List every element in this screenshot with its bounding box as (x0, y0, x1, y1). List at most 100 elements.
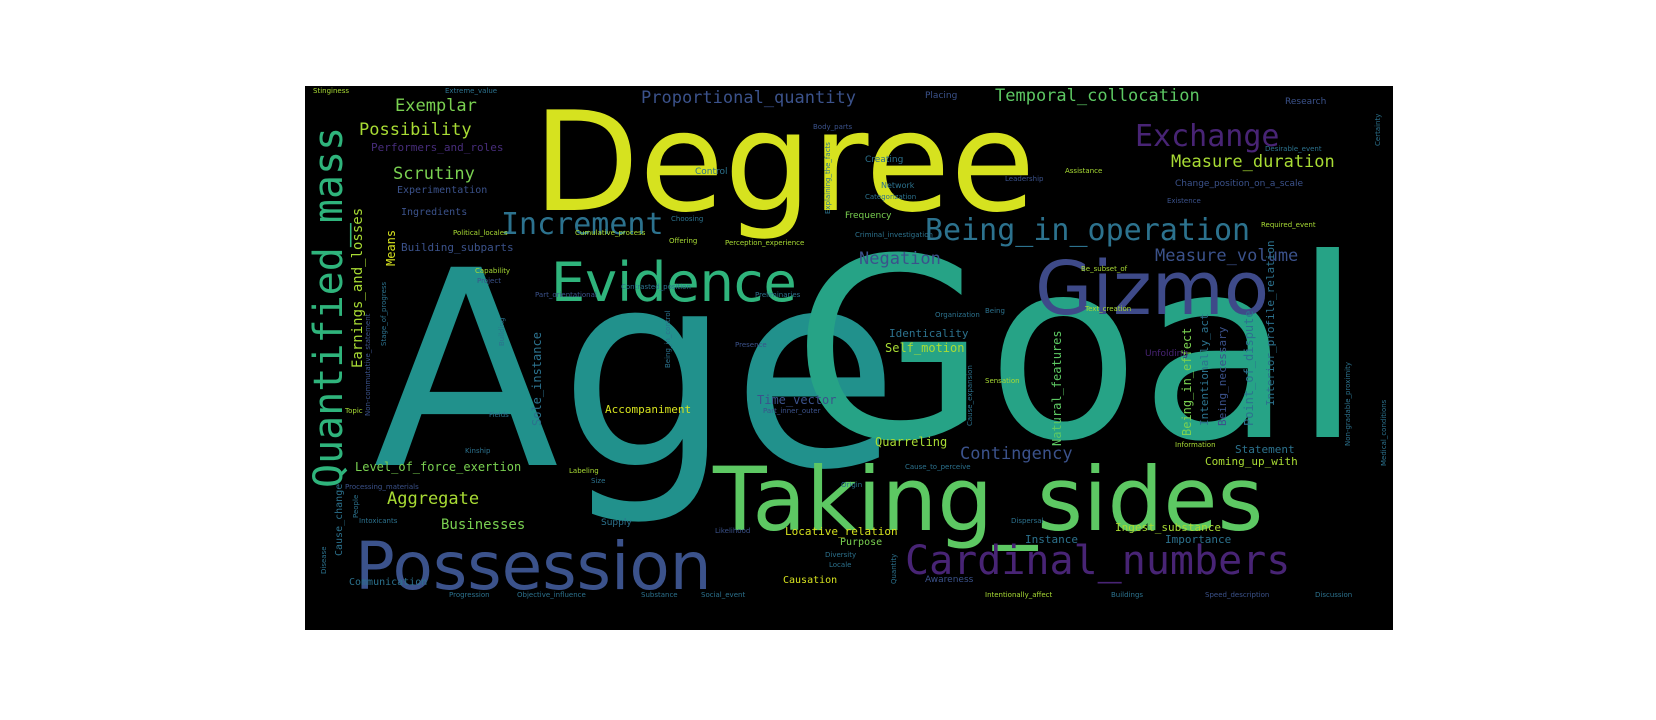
word-be-subset-of: Be_subset_of (1081, 265, 1128, 273)
word-quantity: Quantity (890, 553, 898, 584)
word-intentionally-act: Intentionally_act (1198, 313, 1211, 426)
word-awareness: Awareness (925, 575, 974, 585)
word-unfolding: Unfolding (1145, 349, 1189, 359)
word-objective-influence: Objective_influence (517, 591, 586, 599)
word-being-in-effect: Being_in_effect (1180, 327, 1194, 436)
word-accompaniment: Accompaniment (605, 403, 692, 416)
word-diversity: Diversity (825, 551, 857, 559)
word-leadership: Leadership (1005, 175, 1044, 183)
word-point-of-dispute: Point_of_dispute (1242, 310, 1256, 426)
word-speed-description: Speed_description (1205, 591, 1270, 599)
word-origin: Origin (841, 481, 863, 489)
word-medical-conditions: Medical_conditions (1380, 399, 1388, 466)
word-certainty: Certainty (1374, 113, 1382, 146)
word-assistance: Assistance (1065, 167, 1103, 175)
word-likelihood: Likelihood (715, 527, 751, 535)
word-statement: Statement (1235, 443, 1295, 456)
word-negation: Negation (859, 249, 941, 269)
word-creating: Creating (865, 155, 904, 165)
word-non-commutative-statement: Non-commutative_statement (364, 313, 372, 416)
word-quarreling: Quarreling (875, 435, 948, 449)
word-increment: Increment (501, 207, 664, 242)
word-cardinal-numbers: Cardinal_numbers (905, 538, 1291, 584)
word-organization: Organization (935, 311, 980, 319)
word-proportional-quantity: Proportional_quantity (641, 88, 856, 108)
word-part-orientational: Part_orientational (535, 291, 597, 299)
word-size: Size (591, 477, 606, 485)
word-substance: Substance (641, 591, 678, 599)
word-dispersal: Dispersal (1011, 517, 1044, 525)
word-offering: Offering (669, 237, 698, 245)
word-part-inner-outer: Part_inner_outer (763, 407, 821, 415)
word-measure-volume: Measure_volume (1155, 246, 1299, 266)
word-possession: Possession (355, 528, 712, 605)
word-natural-features: Natural_features (1050, 330, 1064, 446)
word-non-gradable-proximity: Non-gradable_proximity (1344, 362, 1352, 446)
word-level-of-force: Level_of_force_exertion (355, 460, 522, 474)
word-building: Building (498, 317, 506, 346)
word-gizmo: Gizmo (1035, 246, 1270, 332)
word-sole-instance: Sole_instance (530, 332, 544, 426)
word-age: Age (373, 214, 900, 530)
word-being-in-operation: Being_in_operation (925, 213, 1251, 248)
word-interior-profile-relation: Interior_profile_relation (1264, 240, 1277, 406)
word-intoxicants: Intoxicants (359, 517, 398, 525)
word-cause-expansion: Cause_expansion (966, 365, 974, 426)
word-contingency: Contingency (960, 444, 1073, 464)
word-experimentation: Experimentation (397, 185, 488, 196)
word-fields: Fields (489, 411, 509, 419)
word-coming-up-with: Coming_up_with (1205, 455, 1298, 468)
word-communication: Communication (349, 577, 428, 588)
word-building-subparts: Building_subparts (401, 241, 514, 254)
word-project: Project (477, 277, 501, 285)
word-social-event: Social_event (701, 591, 746, 599)
word-criminal-investigation: Criminal_investigation (855, 231, 933, 239)
word-buildings: Buildings (1111, 591, 1144, 599)
word-locale: Locale (829, 561, 852, 569)
word-contrasted-position: Contrasted_position (621, 283, 691, 291)
word-preliminaries: Preliminaries (755, 291, 801, 299)
word-goal: Goal (793, 205, 1363, 496)
word-measure-duration: Measure_duration (1171, 152, 1335, 172)
word-earnings-and-losses: Earnings_and_losses (350, 207, 366, 368)
word-causation: Causation (783, 575, 838, 586)
word-progression: Progression (449, 591, 490, 599)
word-disease: Disease (320, 546, 328, 574)
word-locative-relation: Locative_relation (785, 525, 898, 538)
word-evidence: Evidence (551, 251, 797, 314)
word-being-necessary: Being_necessary (1216, 326, 1229, 426)
word-cloud: Age Goal Degree Taking_sides Possession … (305, 86, 1393, 630)
word-exemplar: Exemplar (395, 96, 477, 116)
word-aggregate: Aggregate (387, 489, 480, 509)
word-network: Network (881, 181, 915, 190)
word-extreme-value: Extreme_value (445, 87, 498, 95)
word-ingredients: Ingredients (401, 207, 468, 218)
word-exchange: Exchange (1135, 119, 1280, 154)
word-cause-to-perceive: Cause_to_perceive (905, 463, 971, 471)
word-importance: Importance (1165, 533, 1232, 546)
word-information: Information (1175, 441, 1216, 449)
word-performers-and-roles: Performers_and_roles (371, 141, 504, 154)
word-being: Being (985, 307, 1005, 315)
word-temporal-collocation: Temporal_collocation (995, 86, 1200, 106)
word-choosing: Choosing (671, 215, 704, 223)
word-degree: Degree (533, 86, 1036, 243)
word-body-parts: Body_parts (813, 123, 853, 131)
word-processing-materials: Processing_materials (345, 483, 419, 491)
word-self-motion: Self_motion (885, 341, 965, 355)
word-capability: Capability (475, 267, 511, 275)
word-presence: Presence (735, 341, 767, 349)
word-change-position: Change_position_on_a_scale (1175, 179, 1304, 189)
word-discussion: Discussion (1315, 591, 1353, 599)
word-quantified-mass: Quantified_mass (306, 126, 352, 488)
word-kinship: Kinship (465, 447, 491, 455)
word-instance: Instance (1025, 533, 1078, 546)
word-explaining-the-facts: Explaining_the_facts (824, 142, 832, 214)
word-labeling: Labeling (569, 467, 599, 475)
word-desirable-event: Desirable_event (1265, 145, 1322, 153)
word-identicality: Identicality (889, 327, 969, 340)
word-businesses: Businesses (441, 517, 526, 533)
word-supply: Supply (601, 518, 632, 528)
word-intentionally-affect: Intentionally_affect (985, 591, 1053, 599)
word-people: People (352, 494, 360, 518)
